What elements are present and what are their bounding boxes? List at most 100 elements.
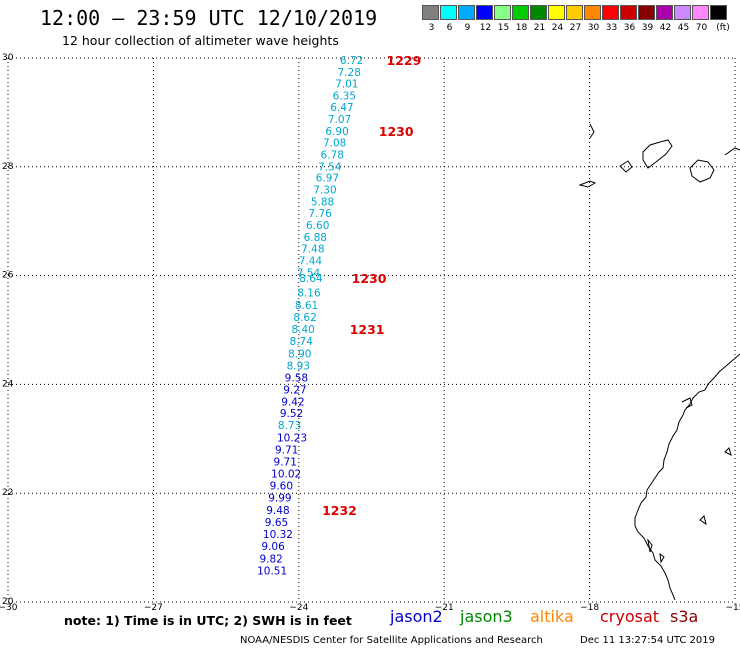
pass-time-label: 1229 (387, 53, 422, 68)
africa-coastline (634, 353, 740, 601)
islet-1 (647, 538, 653, 553)
scale-swatch (692, 5, 709, 20)
scale-swatch (440, 5, 457, 20)
scale-swatch (656, 5, 673, 20)
y-tick-label: 24 (2, 379, 14, 389)
scale-swatch (638, 5, 655, 20)
y-tick-label: 22 (2, 488, 13, 498)
scale-swatch (476, 5, 493, 20)
swh-readings: 6.727.287.016.356.477.076.907.086.787.54… (257, 55, 363, 577)
pass-time-label: 1230 (352, 271, 387, 286)
pass-time-label: 1231 (350, 322, 385, 337)
x-tick-label: −30 (0, 603, 18, 613)
swh-reading: 8.61 (295, 300, 318, 312)
scale-swatch (710, 5, 727, 20)
scale-label: 42 (659, 23, 672, 33)
scale-label: 12 (479, 23, 492, 33)
swh-reading: 8.73 (278, 420, 301, 432)
swh-reading: 6.47 (330, 102, 353, 114)
scale-swatch (584, 5, 601, 20)
x-tick-label: −27 (144, 603, 163, 613)
scale-label: 18 (515, 23, 528, 33)
swh-reading: 6.60 (306, 220, 329, 232)
island-banc (699, 515, 707, 526)
swh-reading: 9.27 (283, 384, 306, 396)
swh-reading: 8.90 (288, 348, 311, 360)
timestamp: Dec 11 13:27:54 UTC 2019 (580, 635, 715, 646)
scale-label: 36 (623, 23, 636, 33)
y-tick-label: 30 (2, 53, 14, 63)
map-title: 12:00 – 23:59 UTC 12/10/2019 (40, 6, 378, 30)
swh-reading: 7.76 (308, 208, 332, 220)
scale-swatch (548, 5, 565, 20)
swh-reading: 10.02 (271, 469, 301, 481)
swh-reading: 9.71 (274, 457, 297, 469)
swh-reading: 7.08 (323, 137, 346, 149)
swh-reading: 9.06 (261, 541, 285, 553)
swh-reading: 7.48 (301, 243, 324, 255)
swh-reading: 7.54 (297, 267, 321, 279)
satellite-legend-cryosat: cryosat (600, 607, 660, 626)
swh-reading: 6.90 (325, 126, 348, 138)
swh-reading: 8.93 (287, 360, 310, 372)
scale-label: 9 (464, 23, 471, 33)
swh-reading: 9.65 (265, 517, 288, 529)
swh-reading: 8.16 (297, 287, 321, 299)
swh-reading: 7.28 (338, 67, 361, 79)
swh-reading: 9.52 (280, 408, 303, 420)
island-hierro (578, 180, 597, 188)
island-small (724, 447, 732, 456)
x-tick-label: −24 (289, 603, 308, 613)
scale-label: (ft) (716, 23, 730, 33)
scale-swatch (602, 5, 619, 20)
lat-lon-grid (7, 57, 736, 603)
swh-reading: 5.88 (311, 197, 334, 209)
swh-reading: 9.71 (275, 445, 298, 457)
scale-swatch (566, 5, 583, 20)
axis-tick-labels: −30 −27 −24 −21 −18 −15 30 28 26 24 22 20 (0, 53, 740, 613)
island-gomera (619, 160, 633, 173)
swh-reading: 7.54 (318, 161, 342, 173)
swh-reading: 9.58 (285, 372, 308, 384)
island-fuerteventura (724, 147, 740, 156)
swh-reading: 6.88 (304, 232, 327, 244)
map-subtitle: 12 hour collection of altimeter wave hei… (62, 33, 339, 48)
swh-reading: 8.64 (299, 273, 323, 285)
swh-reading: 6.78 (321, 149, 344, 161)
islet-2 (659, 552, 665, 564)
swh-reading: 7.30 (313, 185, 336, 197)
scale-label: 21 (533, 23, 546, 33)
scale-label: 3 (428, 23, 435, 33)
y-tick-label: 28 (2, 162, 14, 172)
scale-label: 33 (605, 23, 618, 33)
scale-swatch (620, 5, 637, 20)
swh-reading: 8.62 (293, 312, 316, 324)
swh-reading: 9.42 (281, 396, 304, 408)
swh-reading: 7.01 (335, 79, 358, 91)
satellite-legend-jason2: jason2 (390, 607, 443, 626)
y-tick-label: 20 (2, 597, 14, 607)
swh-reading: 9.48 (266, 505, 289, 517)
satellite-legend-jason3: jason3 (460, 607, 513, 626)
x-tick-label: −21 (435, 603, 454, 613)
swh-reading: 9.60 (270, 481, 293, 493)
scale-swatch (458, 5, 475, 20)
y-tick-label: 26 (2, 271, 14, 281)
scale-label: 30 (587, 23, 600, 33)
credit: NOAA/NESDIS Center for Satellite Applica… (240, 635, 543, 646)
time-labels: 1229 1230 1230 1231 1232 (322, 53, 421, 518)
swh-reading: 6.35 (333, 91, 356, 103)
scale-label: 45 (677, 23, 690, 33)
footer-note: note: 1) Time is in UTC; 2) SWH is in fe… (64, 613, 352, 628)
x-tick-label: −18 (580, 603, 599, 613)
coastline (578, 123, 740, 601)
scale-label: 27 (569, 23, 582, 33)
scale-swatch (422, 5, 439, 20)
scale-label: 39 (641, 23, 654, 33)
swh-reading: 10.23 (277, 433, 307, 445)
swh-reading: 7.44 (299, 255, 323, 267)
island-tenerife (642, 139, 673, 169)
satellite-legend-s3a: s3a (670, 607, 699, 626)
swh-reading: 9.82 (259, 553, 282, 565)
pass-time-label: 1232 (322, 503, 357, 518)
